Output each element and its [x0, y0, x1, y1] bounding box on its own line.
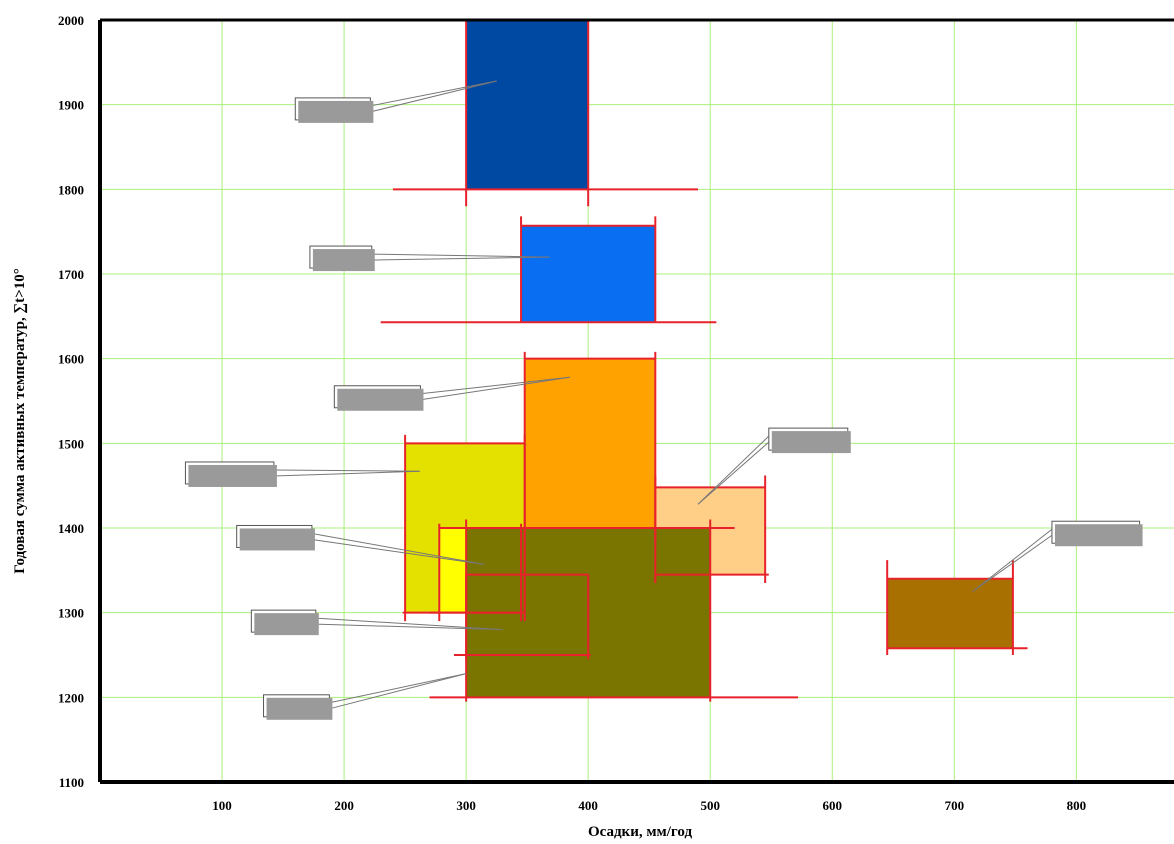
leader-line — [370, 80, 497, 107]
y-tick-label: 1100 — [59, 775, 84, 790]
x-tick-label: 800 — [1067, 798, 1087, 813]
leader-line — [311, 532, 485, 565]
x-tick-label: 600 — [823, 798, 843, 813]
y-tick-label: 1700 — [58, 267, 84, 282]
range-rect — [521, 225, 656, 323]
series-label: С.ир.-кар. — [236, 524, 485, 565]
leader-line — [329, 673, 467, 704]
leader-line — [697, 441, 770, 505]
x-tick-label: 400 — [578, 798, 598, 813]
label-shadow — [298, 100, 374, 123]
leader-line — [972, 534, 1053, 592]
y-tick-label: 1300 — [58, 606, 84, 621]
leader-line — [697, 435, 770, 505]
x-tick-label: 500 — [700, 798, 720, 813]
leader-line — [311, 538, 485, 565]
leader-line — [371, 256, 550, 261]
y-tick-label: 1500 — [58, 436, 84, 451]
leader-line — [329, 673, 467, 710]
x-tick-label: 200 — [334, 798, 354, 813]
label-shadow — [239, 528, 315, 551]
series-labels: Т.ел.-куст. Т.караг. С(Л)рдт.-зл. С.карл.-к… — [184, 80, 1143, 720]
label-shadow — [266, 697, 333, 720]
tick-labels: 100 200 300 400 500 600 700 800 1100 1200 1300 1400… — [58, 13, 1086, 813]
leader-line — [273, 470, 420, 477]
series-label: С.зм.-рт. — [263, 673, 467, 720]
x-axis-title: Осадки, мм/год — [588, 824, 692, 840]
x-tick-label: 300 — [456, 798, 476, 813]
y-tick-label: 1600 — [58, 352, 84, 367]
label-shadow — [312, 249, 375, 272]
x-tick-label: 700 — [945, 798, 965, 813]
y-tick-label: 2000 — [58, 13, 84, 28]
range-bars — [380, 19, 1028, 702]
label-shadow — [771, 431, 851, 454]
leader-line — [371, 253, 550, 258]
y-tick-label: 1800 — [58, 182, 84, 197]
label-shadow — [337, 388, 424, 411]
y-axis-title: Годовая сумма активных температур, ∑t>10… — [12, 268, 28, 573]
range-rect — [466, 20, 589, 190]
range-rects — [405, 20, 1013, 698]
leader-line — [370, 80, 497, 113]
y-tick-label: 1900 — [58, 98, 84, 113]
y-tick-label: 1200 — [58, 690, 84, 705]
series-label: С.лиш.-бр. — [697, 427, 851, 505]
x-tick-label: 100 — [212, 798, 232, 813]
axes — [98, 18, 1174, 784]
leader-line — [273, 469, 420, 472]
leader-line — [315, 623, 503, 631]
label-shadow — [188, 464, 277, 487]
label-shadow — [1054, 524, 1143, 547]
series-label: С.карл.-кар. — [184, 461, 420, 487]
series-label: С.рт.-зл. — [250, 609, 503, 636]
series-label: С(Л)осч.-бр. — [972, 520, 1143, 592]
leader-line — [420, 376, 570, 401]
y-tick-label: 1400 — [58, 521, 84, 536]
range-rect — [887, 578, 1013, 649]
series-label: Т.ел.-куст. — [294, 80, 497, 123]
series-label: Т.караг. — [309, 245, 550, 272]
leader-line — [315, 617, 503, 631]
range-rect — [524, 358, 656, 528]
label-shadow — [254, 613, 319, 636]
leader-line — [972, 528, 1053, 592]
series-label: С(Л)рдт.-зл. — [333, 376, 570, 411]
leader-line — [420, 376, 570, 395]
